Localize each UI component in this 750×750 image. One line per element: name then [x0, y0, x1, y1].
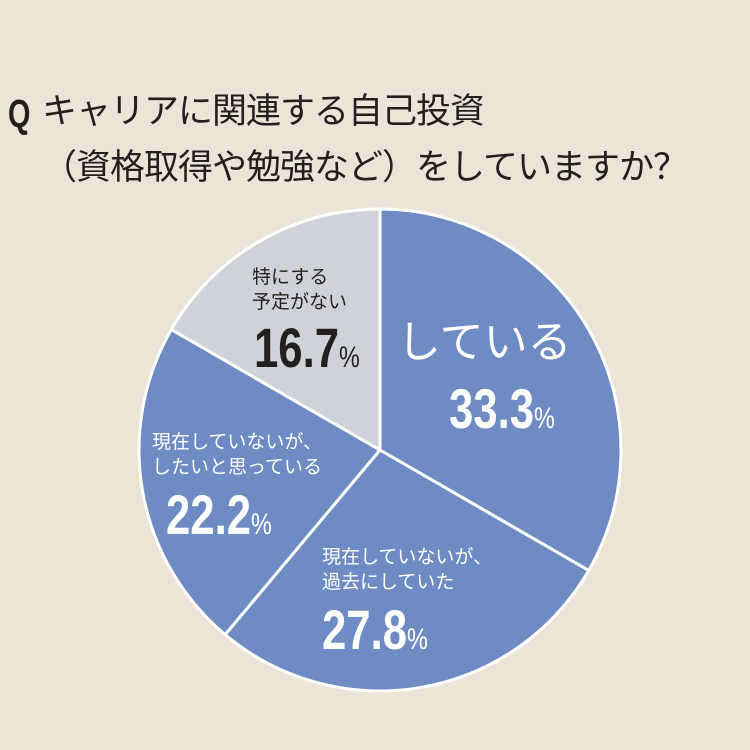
question-line-2: （資格取得や勉強など）をしていますか？: [42, 148, 688, 188]
label-want-line2: したいと思っている: [152, 456, 323, 478]
label-doing: している 33.3%: [397, 318, 585, 448]
label-want-line1: 現在していないが、: [152, 431, 323, 453]
label-want: 現在していないが、 したいと思っている 22.2%: [152, 430, 322, 554]
value-want: 22.2%: [166, 483, 272, 546]
label-past-line1: 現在していないが、: [322, 546, 493, 568]
label-no-plan-line1: 特にする: [252, 266, 329, 288]
value-no-plan: 16.7%: [254, 316, 360, 379]
value-past: 27.8%: [322, 598, 428, 661]
question-mark-q: Q: [8, 92, 31, 136]
label-doing-text: している: [397, 317, 572, 368]
question-line-1: キャリアに関連する自己投資: [42, 92, 485, 132]
label-past-line2: 過去にしていた: [322, 571, 455, 593]
value-doing: 33.3%: [449, 377, 555, 440]
label-no-plan: 特にする 予定がない 16.7%: [252, 265, 390, 387]
label-past: 現在していないが、 過去にしていた 27.8%: [322, 545, 492, 669]
label-no-plan-line2: 予定がない: [252, 291, 348, 313]
